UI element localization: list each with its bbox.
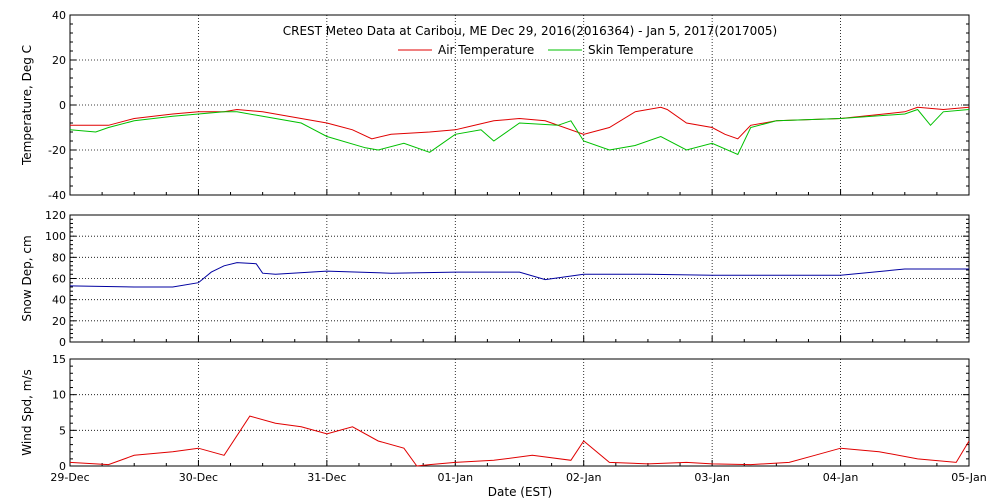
x-tick-label: 30-Dec xyxy=(179,471,218,484)
legend-air-temperature-label: Air Temperature xyxy=(438,43,534,57)
legend-skin-temperature-label: Skin Temperature xyxy=(588,43,693,57)
x-tick-label: 01-Jan xyxy=(438,471,474,484)
y-axis-title: Wind Spd, m/s xyxy=(20,369,34,455)
y-tick-label: -20 xyxy=(48,144,66,157)
y-tick-label: 0 xyxy=(59,336,66,349)
plot-frame xyxy=(69,214,970,343)
y-tick-label: 100 xyxy=(45,230,66,243)
snow-depth-panel: 0 20 40 60 80 100 120 Snow Dep, cm xyxy=(20,209,970,349)
x-tick-label: 05-Jan xyxy=(951,471,987,484)
y-tick-label: 40 xyxy=(52,294,66,307)
y-tick-label: -40 xyxy=(48,189,66,202)
x-tick-label: 04-Jan xyxy=(823,471,859,484)
temperature-panel: -40 -20 0 20 40 Temperature, Deg C xyxy=(20,9,970,202)
x-tick-label: 03-Jan xyxy=(694,471,730,484)
wind-speed-line xyxy=(69,415,970,467)
y-tick-label: 15 xyxy=(52,353,66,366)
y-axis-title: Temperature, Deg C xyxy=(20,45,34,166)
skin-temperature-line xyxy=(69,108,970,156)
y-tick-label: 40 xyxy=(52,9,66,22)
y-tick-label: 20 xyxy=(52,54,66,67)
air-temperature-line xyxy=(70,106,970,140)
wind-speed-panel: 0 5 10 15 29-Dec 30-Dec 31-Dec 01-Jan 02-Jan 03-J… xyxy=(20,353,987,484)
plot-frame xyxy=(69,14,970,196)
y-tick-label: 0 xyxy=(59,99,66,112)
x-tick-label: 02-Jan xyxy=(566,471,602,484)
y-tick-label: 5 xyxy=(59,424,66,437)
y-tick-label: 0 xyxy=(59,460,66,473)
y-tick-label: 120 xyxy=(45,209,66,222)
y-tick-label: 60 xyxy=(52,273,66,286)
x-axis-title: Date (EST) xyxy=(488,485,552,499)
chart-title: CREST Meteo Data at Caribou, ME Dec 29, … xyxy=(283,24,777,38)
y-tick-label: 20 xyxy=(52,315,66,328)
legend: Air Temperature Skin Temperature xyxy=(398,43,693,57)
y-tick-label: 10 xyxy=(52,389,66,402)
y-tick-label: 80 xyxy=(52,251,66,264)
snow-depth-line xyxy=(69,262,969,288)
x-tick-label: 29-Dec xyxy=(50,471,89,484)
y-axis-title: Snow Dep, cm xyxy=(20,235,34,321)
x-tick-label: 31-Dec xyxy=(307,471,346,484)
